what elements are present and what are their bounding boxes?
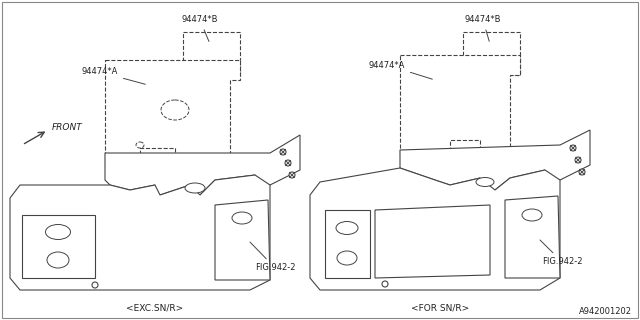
Text: <FOR SN/R>: <FOR SN/R> (411, 303, 469, 313)
Ellipse shape (232, 212, 252, 224)
Circle shape (575, 157, 581, 163)
Polygon shape (463, 32, 520, 75)
Text: <EXC.SN/R>: <EXC.SN/R> (126, 303, 184, 313)
Ellipse shape (185, 183, 205, 193)
Circle shape (280, 149, 286, 155)
Polygon shape (105, 135, 300, 195)
Ellipse shape (476, 178, 494, 187)
Ellipse shape (161, 100, 189, 120)
Text: A942001202: A942001202 (579, 308, 632, 316)
Text: FIG.942-2: FIG.942-2 (540, 240, 582, 267)
Polygon shape (375, 205, 490, 278)
Ellipse shape (336, 221, 358, 235)
Text: FIG.942-2: FIG.942-2 (250, 242, 296, 273)
Ellipse shape (337, 251, 357, 265)
Polygon shape (215, 200, 270, 280)
Circle shape (92, 282, 98, 288)
Text: 94474*A: 94474*A (369, 60, 433, 79)
Polygon shape (22, 215, 95, 278)
Polygon shape (183, 32, 240, 75)
Polygon shape (400, 130, 590, 190)
Polygon shape (310, 168, 560, 290)
Text: 94474*B: 94474*B (465, 15, 501, 41)
Circle shape (285, 160, 291, 166)
Ellipse shape (47, 252, 69, 268)
Polygon shape (400, 55, 520, 155)
Text: 94474*B: 94474*B (182, 15, 218, 41)
Polygon shape (505, 196, 560, 278)
Ellipse shape (522, 209, 542, 221)
Circle shape (579, 169, 585, 175)
Circle shape (570, 145, 576, 151)
Circle shape (382, 281, 388, 287)
Text: FRONT: FRONT (52, 124, 83, 132)
Text: 94474*A: 94474*A (82, 68, 145, 84)
Ellipse shape (136, 142, 144, 148)
Polygon shape (10, 175, 270, 290)
Polygon shape (325, 210, 370, 278)
Polygon shape (105, 60, 240, 165)
Circle shape (289, 172, 295, 178)
Ellipse shape (45, 225, 70, 239)
